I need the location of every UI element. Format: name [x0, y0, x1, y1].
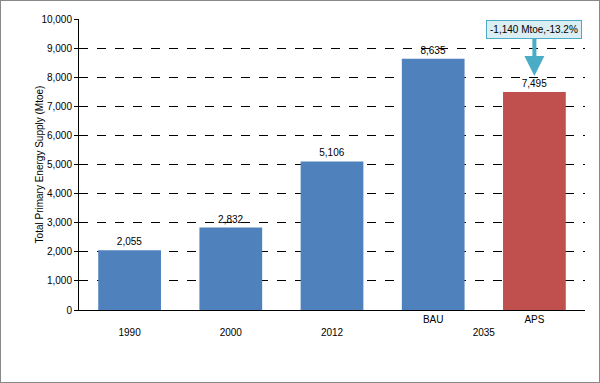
svg-text:2035: 2035	[473, 327, 496, 338]
svg-text:2000: 2000	[220, 327, 243, 338]
svg-text:0: 0	[66, 305, 72, 316]
svg-text:3,000: 3,000	[47, 217, 72, 228]
svg-text:2,000: 2,000	[47, 246, 72, 257]
svg-text:4,000: 4,000	[47, 188, 72, 199]
svg-text:8,635: 8,635	[420, 45, 445, 56]
svg-text:8,000: 8,000	[47, 72, 72, 83]
svg-text:1990: 1990	[118, 327, 141, 338]
svg-text:7,495: 7,495	[522, 78, 547, 89]
svg-text:1,000: 1,000	[47, 275, 72, 286]
svg-text:6,000: 6,000	[47, 130, 72, 141]
svg-text:Total Primary Energy Supply (M: Total Primary Energy Supply (Mtoe)	[34, 86, 45, 244]
svg-text:5,106: 5,106	[319, 147, 344, 158]
svg-text:2012: 2012	[321, 327, 344, 338]
svg-text:BAU: BAU	[423, 314, 444, 325]
svg-text:9,000: 9,000	[47, 43, 72, 54]
svg-text:5,000: 5,000	[47, 159, 72, 170]
svg-text:7,000: 7,000	[47, 101, 72, 112]
svg-text:2,832: 2,832	[218, 214, 243, 225]
svg-text:2,055: 2,055	[117, 236, 142, 247]
svg-text:APS: APS	[524, 314, 544, 325]
svg-text:10,000: 10,000	[41, 14, 72, 25]
svg-text:-1,140 Mtoe,-13.2%: -1,140 Mtoe,-13.2%	[490, 24, 578, 35]
